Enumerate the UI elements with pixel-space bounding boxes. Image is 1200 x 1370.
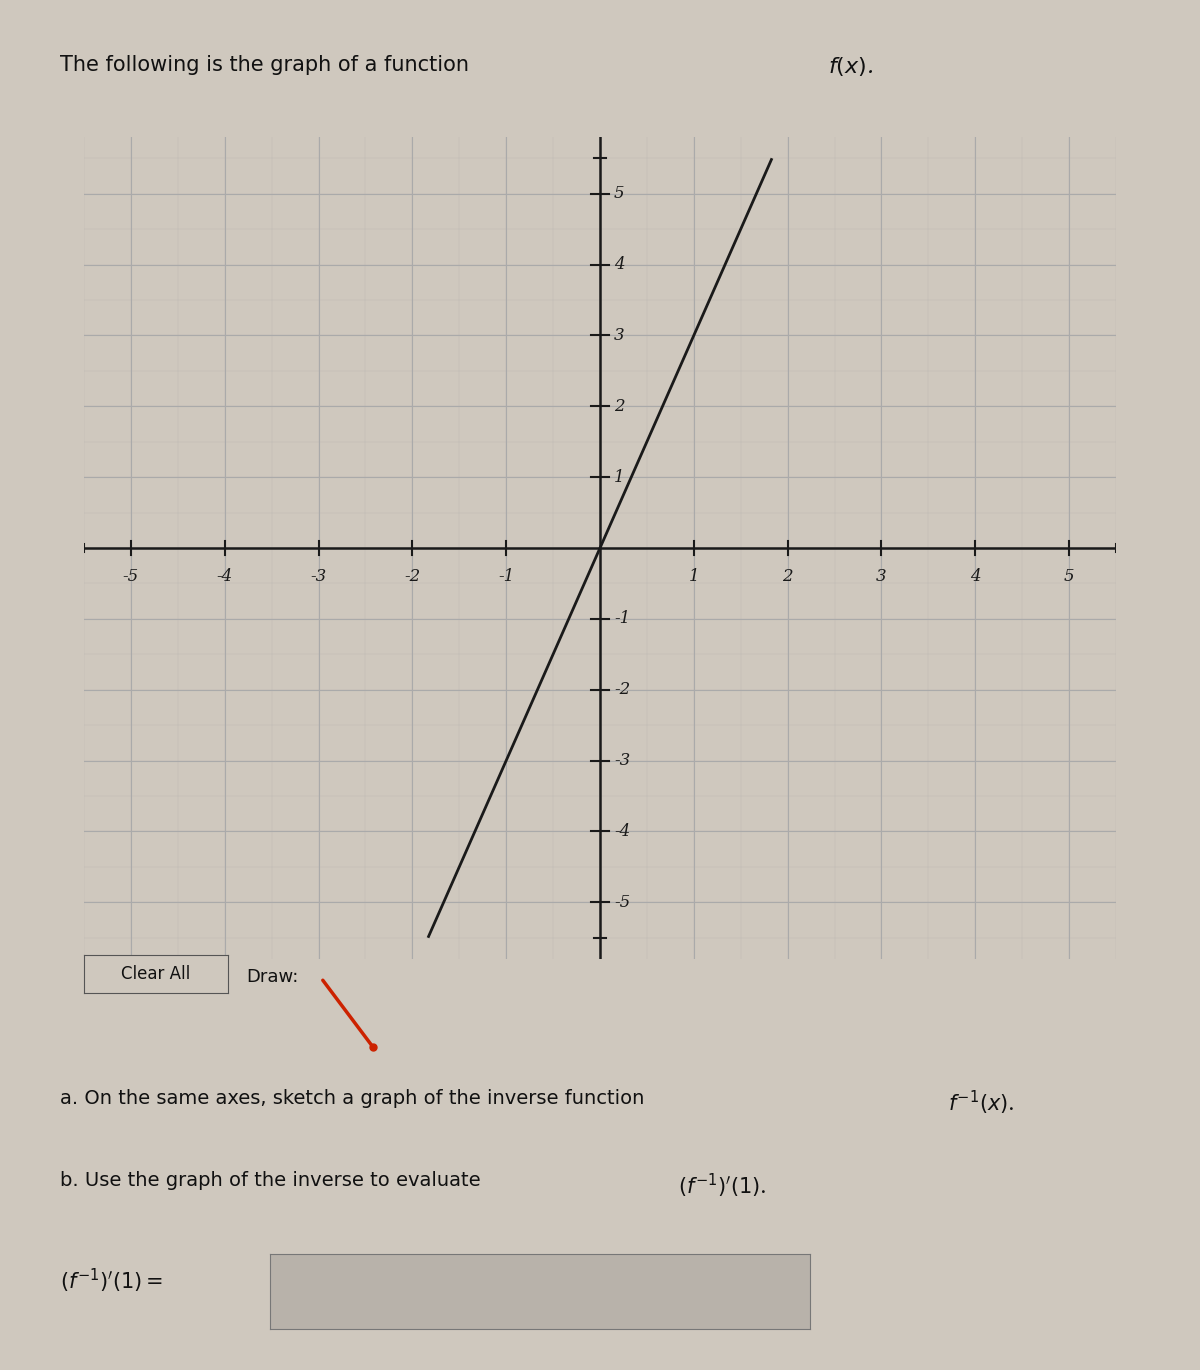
Text: 3: 3 bbox=[614, 327, 625, 344]
Text: 4: 4 bbox=[970, 567, 980, 585]
Text: 1: 1 bbox=[689, 567, 700, 585]
Text: 1: 1 bbox=[614, 469, 625, 485]
Text: $f(x)$.: $f(x)$. bbox=[828, 55, 874, 78]
Text: b. Use the graph of the inverse to evaluate: b. Use the graph of the inverse to evalu… bbox=[60, 1171, 487, 1191]
Text: -1: -1 bbox=[614, 611, 630, 627]
Text: The following is the graph of a function: The following is the graph of a function bbox=[60, 55, 475, 75]
Text: 4: 4 bbox=[614, 256, 625, 273]
Text: Draw:: Draw: bbox=[246, 967, 299, 986]
Text: -2: -2 bbox=[404, 567, 420, 585]
Text: a. On the same axes, sketch a graph of the inverse function: a. On the same axes, sketch a graph of t… bbox=[60, 1089, 650, 1108]
Text: -1: -1 bbox=[498, 567, 515, 585]
Text: $f^{-1}(x)$.: $f^{-1}(x)$. bbox=[948, 1089, 1014, 1118]
Text: -2: -2 bbox=[614, 681, 630, 699]
Text: 3: 3 bbox=[876, 567, 887, 585]
Text: $(f^{-1})'(1) = $: $(f^{-1})'(1) = $ bbox=[60, 1267, 163, 1296]
Text: $(f^{-1})' (1)$.: $(f^{-1})' (1)$. bbox=[678, 1171, 767, 1200]
Text: 2: 2 bbox=[782, 567, 793, 585]
Text: -4: -4 bbox=[614, 823, 630, 840]
Text: -3: -3 bbox=[311, 567, 326, 585]
Text: -5: -5 bbox=[122, 567, 139, 585]
Text: Clear All: Clear All bbox=[121, 964, 191, 984]
Text: -4: -4 bbox=[217, 567, 233, 585]
Text: 2: 2 bbox=[614, 397, 625, 415]
Text: -3: -3 bbox=[614, 752, 630, 769]
Text: 5: 5 bbox=[614, 185, 625, 203]
Text: 5: 5 bbox=[1063, 567, 1074, 585]
Text: -5: -5 bbox=[614, 893, 630, 911]
